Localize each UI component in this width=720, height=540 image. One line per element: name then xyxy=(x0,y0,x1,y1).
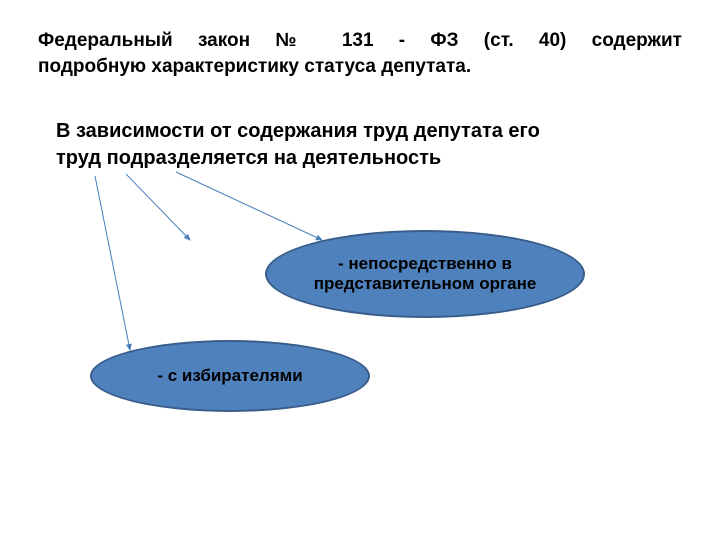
connector-line xyxy=(176,172,322,240)
node-voters: - с избирателями xyxy=(90,340,370,412)
node-representative-body-label: - непосредственно в представительном орг… xyxy=(295,254,555,294)
title-text: Федеральный закон № 131 - ФЗ (ст. 40) со… xyxy=(38,28,682,79)
node-representative-body: - непосредственно в представительном орг… xyxy=(265,230,585,318)
title-line1: Федеральный закон № 131 - ФЗ (ст. 40) со… xyxy=(38,28,682,54)
subtitle-text: В зависимости от содержания труд депутат… xyxy=(56,118,666,172)
subtitle-line1: В зависимости от содержания труд депутат… xyxy=(56,118,666,145)
connector-line xyxy=(95,176,130,350)
title-line2: подробную характеристику статуса депутат… xyxy=(38,54,682,80)
subtitle-line2: труд подразделяется на деятельность xyxy=(56,145,666,172)
node-voters-label: - с избирателями xyxy=(157,366,302,386)
connector-line xyxy=(126,174,190,240)
